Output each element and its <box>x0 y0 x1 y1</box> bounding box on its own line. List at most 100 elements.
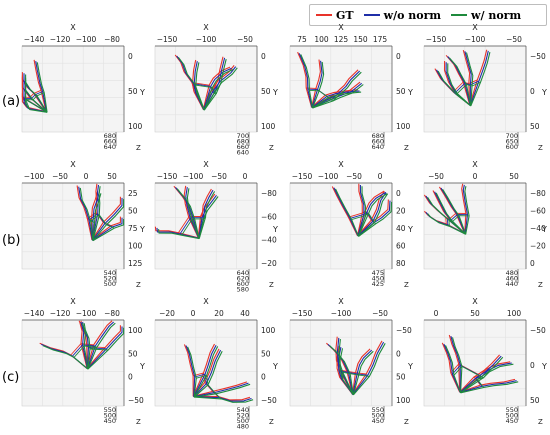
hand-palm-link <box>351 212 377 225</box>
x-tick-label: −140 <box>24 309 45 318</box>
hand-skeleton-bone <box>450 336 461 393</box>
y-tick-label: 0 <box>261 52 266 61</box>
x-axis-label: X <box>203 297 209 306</box>
hand-skeleton-bone <box>176 188 200 239</box>
hand-skeleton-bone <box>192 343 215 397</box>
x-tick-label: −100 <box>76 309 97 318</box>
z-axis-label: Z <box>404 281 409 289</box>
hand-skeleton-bone <box>339 348 354 396</box>
x-tick-label: 40 <box>240 309 250 318</box>
hand-skeleton-bone <box>42 345 89 370</box>
hand-skeleton-bone <box>86 320 113 369</box>
y-tick-label: −60 <box>261 212 277 221</box>
hand-skeleton-bone <box>357 193 388 237</box>
y-tick-label: −50 <box>128 396 144 405</box>
z-axis-label: Z <box>404 144 409 152</box>
plot-background <box>423 182 527 270</box>
row-label-b: (b) <box>2 233 21 248</box>
hand-skeleton-bone <box>91 216 121 241</box>
hand-skeleton-bone <box>464 51 472 106</box>
hand-palm-link <box>73 345 109 358</box>
hand-skeleton-bone <box>442 189 467 235</box>
hand-skeleton-bone <box>92 186 101 241</box>
hand-skeleton-bone <box>440 187 466 235</box>
x-tick-label: 175 <box>373 35 388 44</box>
hand-skeleton-bone <box>25 74 48 113</box>
y-tick-label: 100 <box>128 326 143 335</box>
y-tick-label: 80 <box>396 259 406 268</box>
z-axis-label: Z <box>136 281 141 289</box>
z-tick-label: 680 <box>104 132 116 140</box>
hand-skeleton-bone <box>427 197 467 235</box>
z-tick-label: 550 <box>506 406 518 414</box>
hand-skeleton-bone <box>177 56 205 111</box>
y-tick-label: −40 <box>261 236 277 245</box>
z-tick-label: 650 <box>506 138 518 146</box>
z-tick-label: 680 <box>237 138 249 146</box>
y-tick-label: 50 <box>261 349 271 358</box>
z-tick-label: 520 <box>104 275 116 283</box>
hand-skeleton-bone <box>83 323 91 370</box>
hand-skeleton-bone <box>435 192 467 235</box>
hand-skeleton-bone <box>300 54 314 109</box>
hand-skeleton-bone <box>460 380 517 393</box>
hand-skeleton-bone <box>438 186 466 234</box>
y-tick-label: 50 <box>128 87 138 96</box>
y-tick-label: 100 <box>396 396 411 405</box>
legend-label-gt: GT <box>336 8 354 22</box>
hand-skeleton-bone <box>335 336 353 395</box>
hand-skeleton-bone <box>352 349 373 395</box>
y-axis-label: Y <box>272 225 278 234</box>
legend-swatch-gt <box>316 14 332 16</box>
z-tick-label: 520 <box>237 412 249 420</box>
hand-skeleton-bone <box>460 356 504 394</box>
hand-skeleton-bone <box>186 188 200 239</box>
z-tick-label: 640 <box>237 269 249 277</box>
x-tick-label: −100 <box>183 172 204 181</box>
z-tick-label: 600 <box>237 280 249 288</box>
y-tick-label: 0 <box>530 259 535 268</box>
x-tick-label: −50 <box>372 309 388 318</box>
hand-skeleton-bone <box>444 345 462 393</box>
y-tick-label: 25 <box>128 189 138 198</box>
x-tick-label: −50 <box>237 35 253 44</box>
z-tick-label: 660 <box>104 138 116 146</box>
hand-skeleton-bone <box>459 354 501 393</box>
z-axis-label: Z <box>404 418 409 426</box>
x-axis-label: X <box>338 297 344 306</box>
hand-skeleton-bone <box>459 378 516 393</box>
y-tick-label: 50 <box>530 122 540 131</box>
z-tick-label: 640 <box>104 143 116 151</box>
hand-skeleton-bone <box>358 201 393 237</box>
z-tick-label: 660 <box>372 138 384 146</box>
x-tick-label: −50 <box>428 172 444 181</box>
hand-skeleton-bone <box>464 186 470 235</box>
hand-skeleton-bone <box>356 183 363 236</box>
y-axis-label: Y <box>272 362 278 371</box>
x-tick-label: −150 <box>292 172 313 181</box>
hand-skeleton-bone <box>311 60 323 108</box>
z-tick-label: 580 <box>237 286 249 294</box>
x-tick-label: −120 <box>50 35 71 44</box>
x-axis-label: X <box>70 160 76 169</box>
y-tick-label: 100 <box>128 122 143 131</box>
legend-swatch-w-norm <box>451 14 468 16</box>
hand-skeleton-bone <box>352 341 385 395</box>
hand-palm-link <box>193 83 216 93</box>
y-tick-label: −20 <box>261 259 277 268</box>
hand-skeleton-bone <box>448 57 472 107</box>
hand-skeleton-bone <box>198 191 216 239</box>
hand-skeleton-bone <box>35 61 48 113</box>
x-tick-label: 50 <box>509 172 519 181</box>
y-tick-label: 0 <box>128 52 133 61</box>
hand-skeleton-bone <box>78 186 94 241</box>
x-tick-label: 150 <box>353 35 368 44</box>
hand-skeleton-bone <box>92 197 123 241</box>
hand-skeleton-bone <box>298 53 313 108</box>
hand-skeleton-bone <box>91 196 121 241</box>
